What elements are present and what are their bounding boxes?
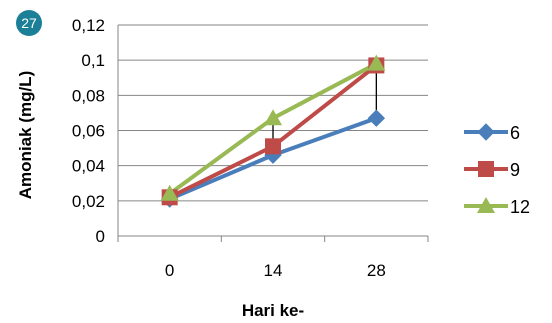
y-tick-label: 0,06 xyxy=(72,122,105,141)
legend-label: 9 xyxy=(510,160,520,180)
series-markers xyxy=(160,54,386,208)
data-point-series-9 xyxy=(265,138,281,155)
data-point-series-6 xyxy=(367,109,386,127)
page-number-badge: 27 xyxy=(16,10,42,36)
legend-label: 12 xyxy=(510,197,530,217)
y-tick-label: 0,1 xyxy=(81,51,105,70)
x-tick-label: 0 xyxy=(165,261,174,280)
x-tick-labels: 0 14 28 xyxy=(165,261,386,280)
x-tick-label: 14 xyxy=(264,261,283,280)
legend-label: 6 xyxy=(510,123,520,143)
data-point-series-12 xyxy=(367,54,386,71)
badge-text: 27 xyxy=(21,15,37,31)
legend-marker xyxy=(478,161,494,177)
y-tick-labels: 0 0,02 0,04 0,06 0,08 0,1 0,12 xyxy=(72,16,105,246)
legend-marker xyxy=(477,197,495,213)
x-tick-marks xyxy=(117,236,429,242)
x-axis-title: Hari ke- xyxy=(242,301,304,320)
y-tick-label: 0 xyxy=(96,227,105,246)
legend-marker xyxy=(477,123,495,141)
data-point-series-12 xyxy=(160,184,179,201)
legend: 6 9 12 xyxy=(464,123,530,217)
y-tick-label: 0,12 xyxy=(72,16,105,35)
y-axis-title: Amoniak (mg/L) xyxy=(16,71,35,199)
badge-circle xyxy=(16,10,42,36)
data-point-series-12 xyxy=(264,109,282,126)
y-tick-label: 0,08 xyxy=(72,86,105,105)
x-tick-label: 28 xyxy=(367,261,386,280)
y-tick-label: 0,02 xyxy=(72,192,105,211)
y-tick-label: 0,04 xyxy=(72,157,105,176)
